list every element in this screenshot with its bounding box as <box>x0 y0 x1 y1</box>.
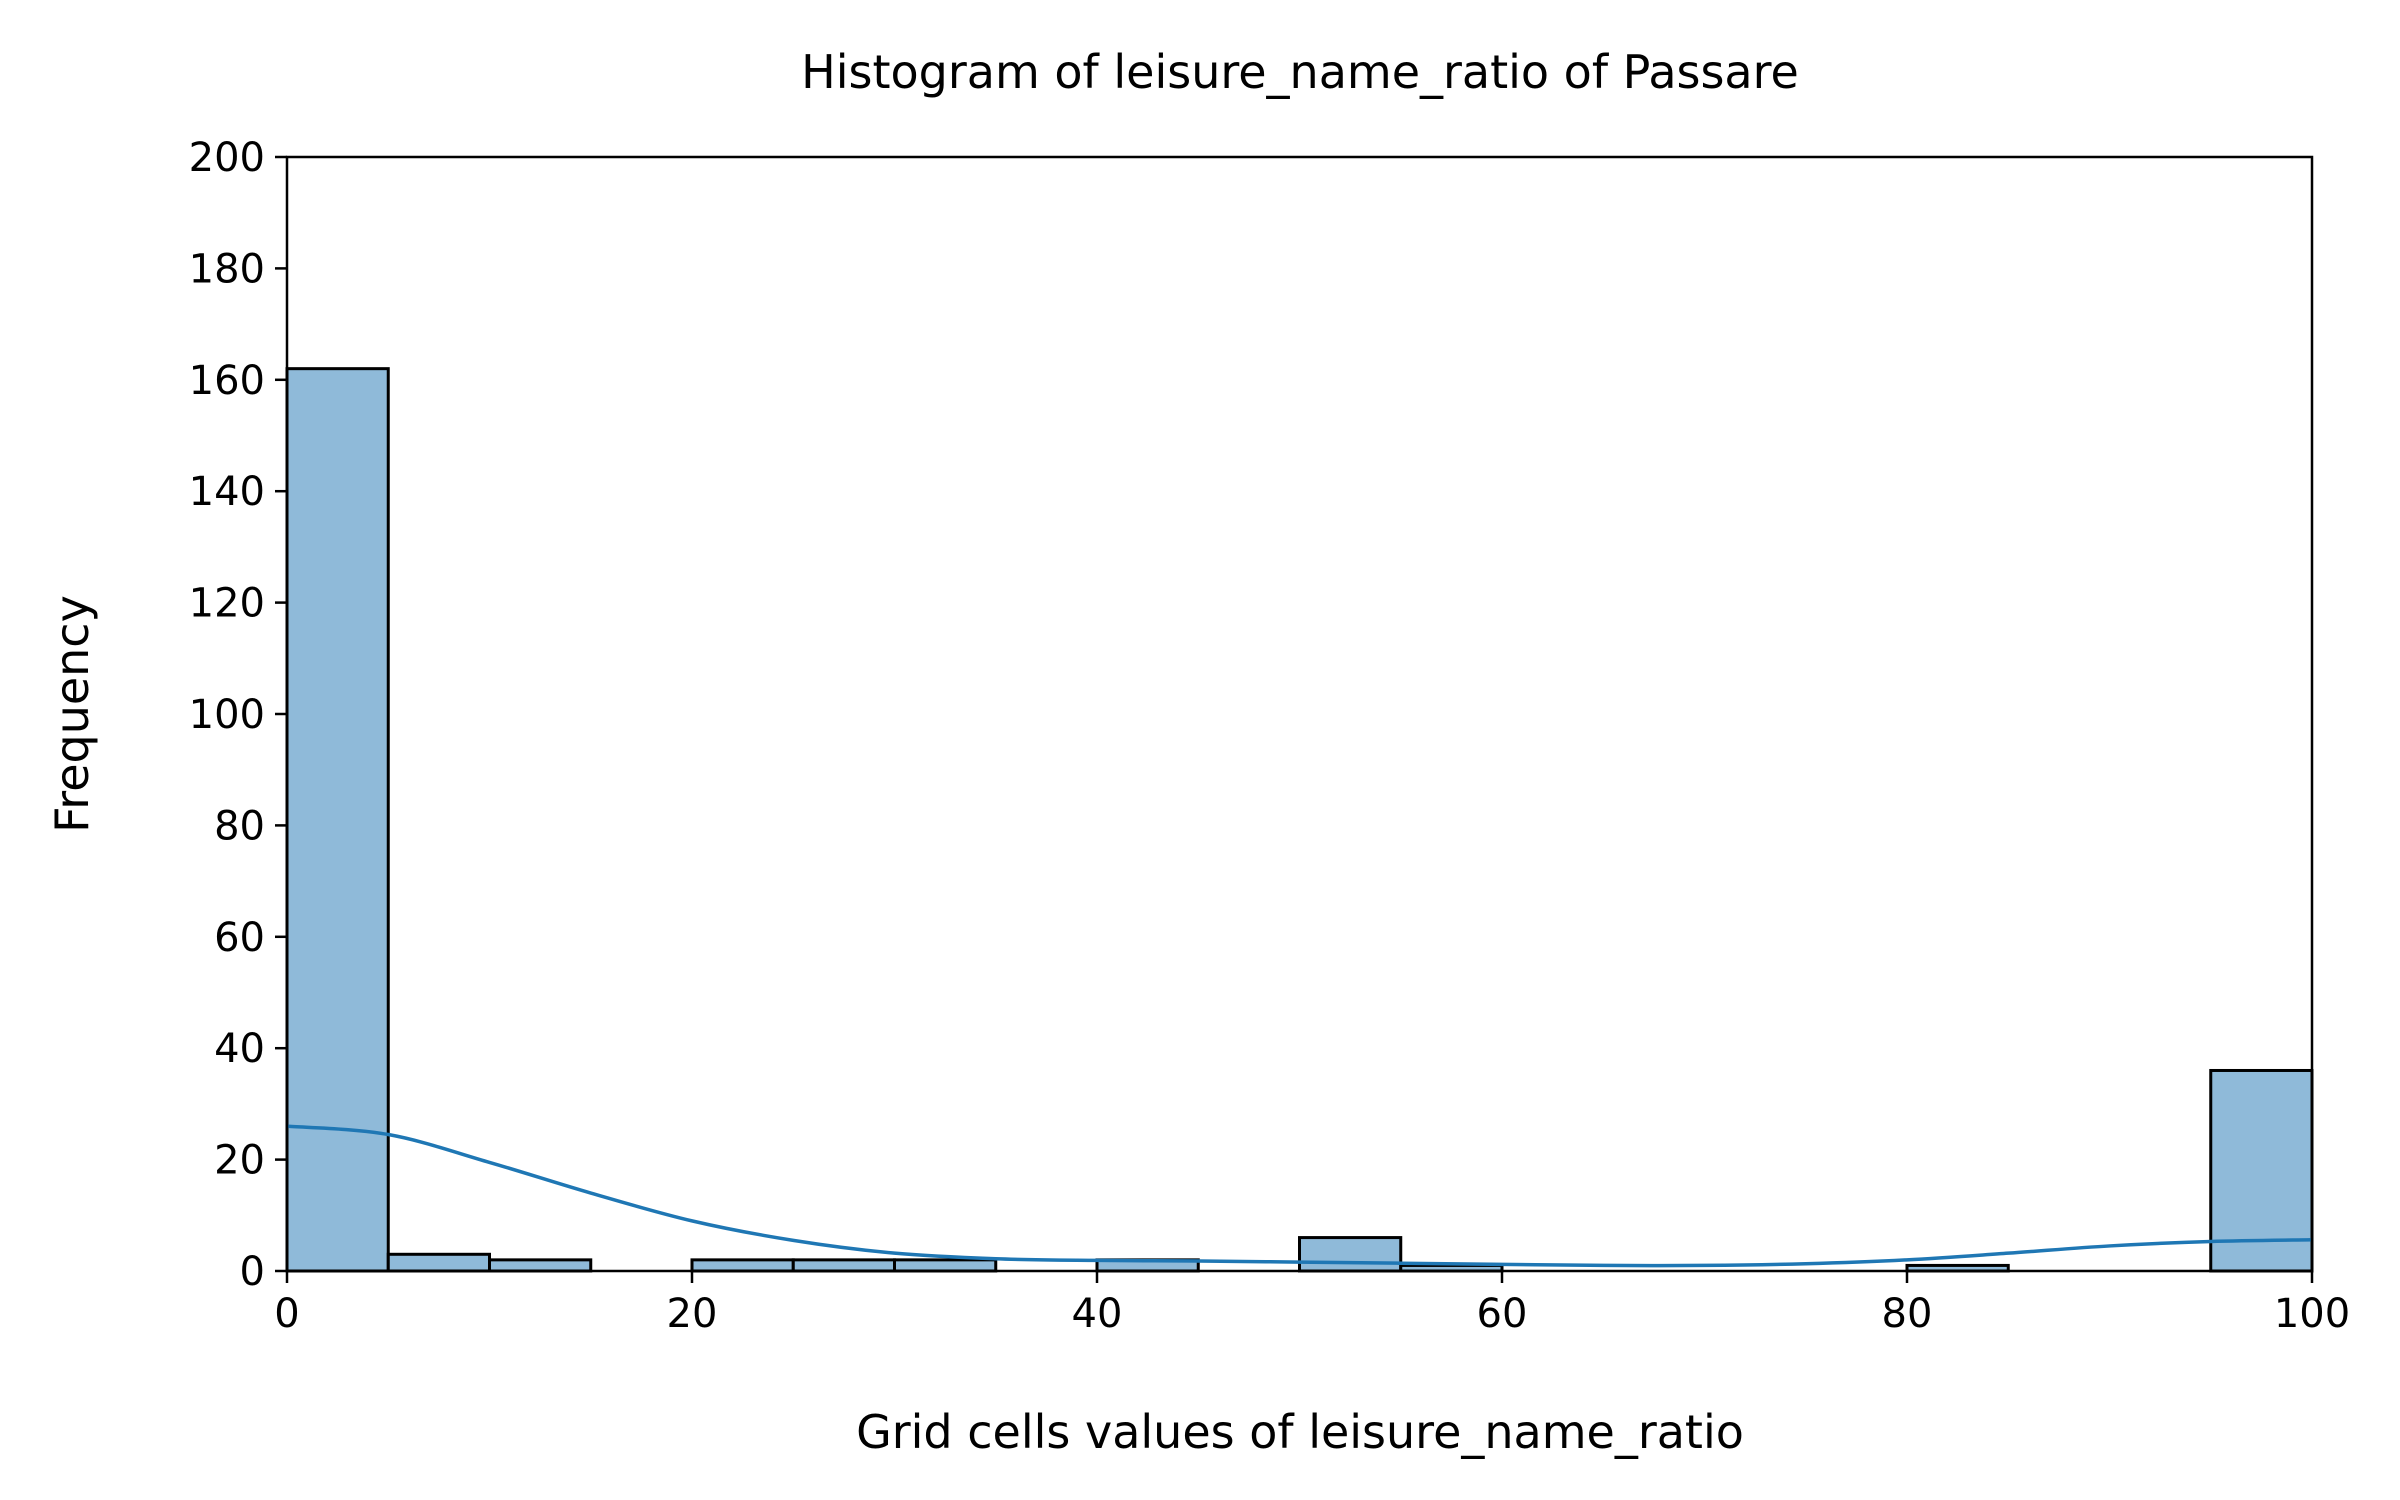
y-tick-label: 60 <box>214 915 265 961</box>
histogram-bar <box>386 1252 491 1273</box>
x-axis-ticks: 0 20 40 60 80 100 <box>274 1271 2350 1337</box>
histogram-bar <box>2209 1068 2314 1273</box>
x-tick-label: 40 <box>1072 1291 1123 1337</box>
plot-frame <box>285 155 2314 1273</box>
y-tick-label: 120 <box>189 581 265 627</box>
y-tick-label: 180 <box>189 246 265 292</box>
x-tick-label: 60 <box>1477 1291 1528 1337</box>
x-tick-label: 0 <box>274 1291 299 1337</box>
kde-curve <box>286 1124 2313 1268</box>
y-tick-label: 160 <box>189 358 265 404</box>
histogram-bar <box>1298 1236 1403 1273</box>
y-tick-label: 80 <box>214 803 265 849</box>
y-axis-ticks: 0 20 40 60 80 100 120 140 160 180 200 <box>189 135 287 1295</box>
y-axis-label: Frequency <box>45 595 99 833</box>
y-tick-label: 0 <box>240 1249 265 1295</box>
y-tick-label: 20 <box>214 1138 265 1184</box>
x-tick-label: 80 <box>1882 1291 1933 1337</box>
histogram-bar <box>791 1258 896 1273</box>
histogram-bar <box>488 1258 593 1273</box>
x-axis-label: Grid cells values of leisure_name_ratio <box>856 1405 1744 1459</box>
histogram-bar <box>893 1258 998 1273</box>
y-tick-label: 200 <box>189 135 265 181</box>
y-tick-label: 140 <box>189 469 265 515</box>
y-tick-label: 100 <box>189 692 265 738</box>
histogram-bar <box>690 1258 795 1273</box>
histogram-bar <box>285 367 390 1273</box>
y-tick-label: 40 <box>214 1026 265 1072</box>
x-tick-label: 100 <box>2274 1291 2350 1337</box>
x-tick-label: 20 <box>667 1291 718 1337</box>
chart-title: Histogram of leisure_name_ratio of Passa… <box>801 45 1799 99</box>
histogram-bars <box>285 367 2314 1273</box>
